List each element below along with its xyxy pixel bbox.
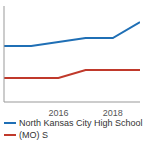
html-text:(MO) S: (MO) S	[19, 130, 48, 140]
svg-text:2018: 2018	[103, 108, 123, 118]
html-text:North Kansas City High School: North Kansas City High School	[19, 118, 143, 128]
svg-text:2016: 2016	[48, 108, 68, 118]
